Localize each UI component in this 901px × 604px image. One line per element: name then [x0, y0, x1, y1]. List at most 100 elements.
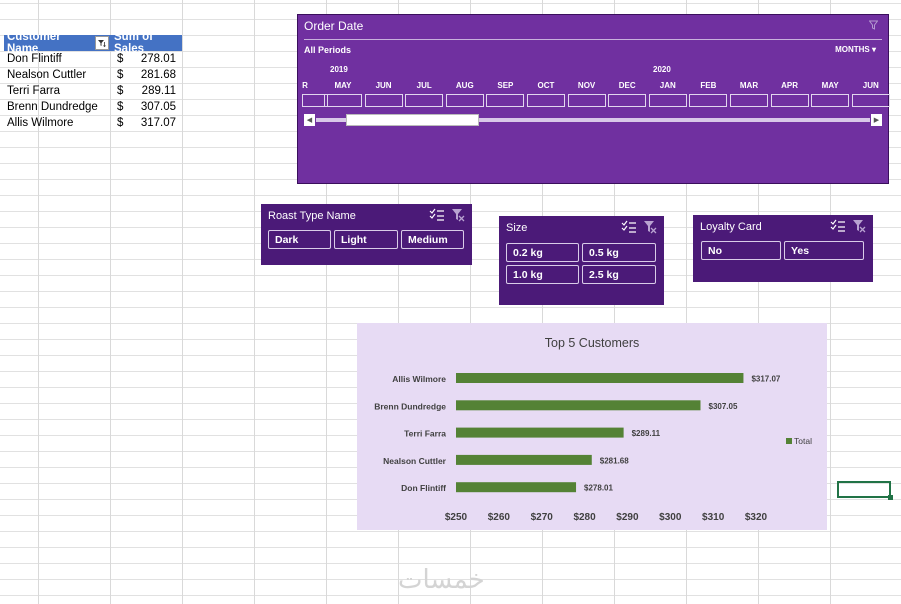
chart-data-label: $317.07 [751, 375, 780, 384]
timeline-period-cell[interactable] [770, 94, 809, 107]
timeline-month-label: OCT [537, 81, 555, 90]
chart-title: Top 5 Customers [545, 336, 639, 350]
pivot-row[interactable]: Terri Farra $289.11 [4, 83, 182, 99]
pivot-cell-value: 278.01 [140, 53, 176, 65]
pivot-header-row: Customer Name Sum of Sales [4, 31, 182, 55]
pivot-row[interactable]: Allis Wilmore $317.07 [4, 115, 182, 131]
pivot-cell-value: 317.07 [140, 117, 176, 129]
pivot-cell-sales[interactable]: $289.11 [111, 85, 182, 97]
pivot-cell-customer[interactable]: Terri Farra [7, 85, 61, 97]
timeline-period-cell[interactable] [364, 94, 403, 107]
pivot-row[interactable]: Nealson Cuttler $281.68 [4, 67, 182, 83]
pivot-cell-customer[interactable]: Allis Wilmore [7, 117, 74, 129]
chart-data-label: $278.01 [584, 484, 613, 493]
top-customers-chart[interactable]: Top 5 Customers Allis Wilmore $317.07 Brenn… [357, 323, 827, 530]
slicer-item-2-5kg[interactable]: 2.5 kg [582, 265, 656, 284]
pivot-cell-customer[interactable]: Don Flintiff [7, 53, 62, 65]
timeline-period-cell[interactable] [324, 94, 362, 107]
clear-filter-icon[interactable] [451, 208, 465, 222]
pivot-row[interactable]: Don Flintiff $278.01 [4, 51, 182, 67]
timeline-month-label: JAN [659, 81, 676, 90]
chart-category-label: Allis Wilmore [392, 374, 446, 384]
pivot-cell-sales[interactable]: $281.68 [111, 69, 182, 81]
timeline-period-cell[interactable] [851, 94, 890, 107]
timeline-month-label: MAY [334, 81, 352, 90]
timeline-period-cell[interactable] [608, 94, 647, 107]
chart-category-label: Don Flintiff [401, 483, 446, 493]
multi-select-icon[interactable] [830, 219, 846, 233]
timeline-period-cell[interactable] [445, 94, 484, 107]
timeline-scroll-thumb[interactable] [346, 114, 479, 126]
timeline-level-dropdown[interactable]: MONTHS ▾ [835, 45, 876, 54]
pivot-cell-currency: $ [117, 117, 124, 129]
chart-bar [456, 373, 744, 383]
pivot-cell-currency: $ [117, 85, 124, 97]
timeline-scrollbar[interactable]: ◀ ▶ [304, 114, 882, 126]
chart-category-label: Terri Farra [404, 429, 446, 439]
pivot-cell-sales[interactable]: $317.07 [111, 117, 182, 129]
pivot-header-customer-label: Customer Name [7, 31, 61, 55]
timeline-period-cell[interactable] [527, 94, 565, 107]
slicer-item-0-2kg[interactable]: 0.2 kg [506, 243, 579, 262]
chart-bar [456, 427, 624, 438]
filter-dropdown-icon[interactable] [95, 36, 109, 50]
multi-select-icon[interactable] [621, 220, 637, 234]
size-slicer: Size 0.2 kg 0.5 kg 1.0 kg 2.5 kg [499, 216, 664, 305]
timeline-month-label: DEC [618, 81, 636, 90]
clear-filter-icon[interactable] [868, 20, 879, 33]
timeline-divider [304, 39, 882, 40]
timeline-all-periods: All Periods [304, 45, 352, 55]
pivot-cell-sales[interactable]: $278.01 [111, 53, 182, 65]
pivot-cell-customer[interactable]: Brenn Dundredge [7, 101, 98, 113]
slicer-item-1-0kg[interactable]: 1.0 kg [506, 265, 579, 284]
slicer-item-0-5kg[interactable]: 0.5 kg [582, 243, 656, 262]
scroll-right-icon[interactable]: ▶ [871, 114, 882, 126]
loyalty-card-slicer: Loyalty Card No Yes [693, 215, 873, 282]
timeline-scroll-track[interactable] [316, 118, 870, 122]
pivot-header-sales[interactable]: Sum of Sales [114, 31, 153, 55]
timeline-period-cell[interactable] [486, 94, 525, 107]
timeline-month-label: R [302, 81, 308, 90]
pivot-cell-currency: $ [117, 101, 124, 113]
pivot-row[interactable]: Brenn Dundredge $307.05 [4, 99, 182, 115]
selected-cell[interactable] [837, 481, 893, 500]
pivot-cell-sales[interactable]: $307.05 [111, 101, 182, 113]
scroll-left-icon[interactable]: ◀ [304, 114, 315, 126]
size-slicer-title: Size [506, 222, 528, 234]
chart-legend-label: Total [794, 436, 812, 446]
timeline-period-cell[interactable] [302, 94, 328, 107]
timeline-period-cell[interactable] [811, 94, 850, 107]
multi-select-icon[interactable] [429, 208, 445, 222]
timeline-year-2019: 2019 [330, 65, 348, 74]
slicer-item-dark[interactable]: Dark [268, 230, 331, 249]
pivot-cell-currency: $ [117, 69, 124, 81]
chart-bar [456, 482, 577, 493]
roast-slicer-title: Roast Type Name [268, 210, 356, 222]
chart-bar [456, 454, 592, 465]
pivot-cell-value: 289.11 [141, 85, 176, 97]
pivot-cell-value: 281.68 [140, 69, 176, 81]
slicer-item-light[interactable]: Light [334, 230, 398, 249]
chart-legend-swatch [786, 438, 792, 444]
timeline-period-cell[interactable] [730, 94, 768, 107]
chart-x-tick-label: $290 [616, 512, 639, 523]
timeline-month-label: NOV [577, 81, 596, 90]
pivot-cell-currency: $ [117, 53, 124, 65]
slicer-item-yes[interactable]: Yes [784, 241, 864, 260]
chart-category-label: Nealson Cuttler [383, 456, 447, 466]
clear-filter-icon[interactable] [643, 220, 657, 234]
chart-bar [456, 400, 701, 411]
pivot-header-customer[interactable]: Customer Name [4, 31, 111, 55]
clear-filter-icon[interactable] [852, 219, 866, 233]
timeline-period-cell[interactable] [405, 94, 444, 107]
pivot-cell-customer[interactable]: Nealson Cuttler [7, 69, 87, 81]
chart-x-tick-label: $270 [531, 512, 554, 523]
timeline-period-cell[interactable] [567, 94, 606, 107]
chart-data-label: $281.68 [600, 456, 629, 465]
slicer-item-medium[interactable]: Medium [401, 230, 464, 249]
slicer-item-no[interactable]: No [701, 241, 781, 260]
chart-x-tick-label: $280 [573, 512, 596, 523]
order-date-timeline[interactable]: Order Date All Periods MONTHS ▾ 2019 202… [297, 14, 890, 184]
timeline-period-cell[interactable] [648, 94, 687, 107]
timeline-period-cell[interactable] [689, 94, 728, 107]
